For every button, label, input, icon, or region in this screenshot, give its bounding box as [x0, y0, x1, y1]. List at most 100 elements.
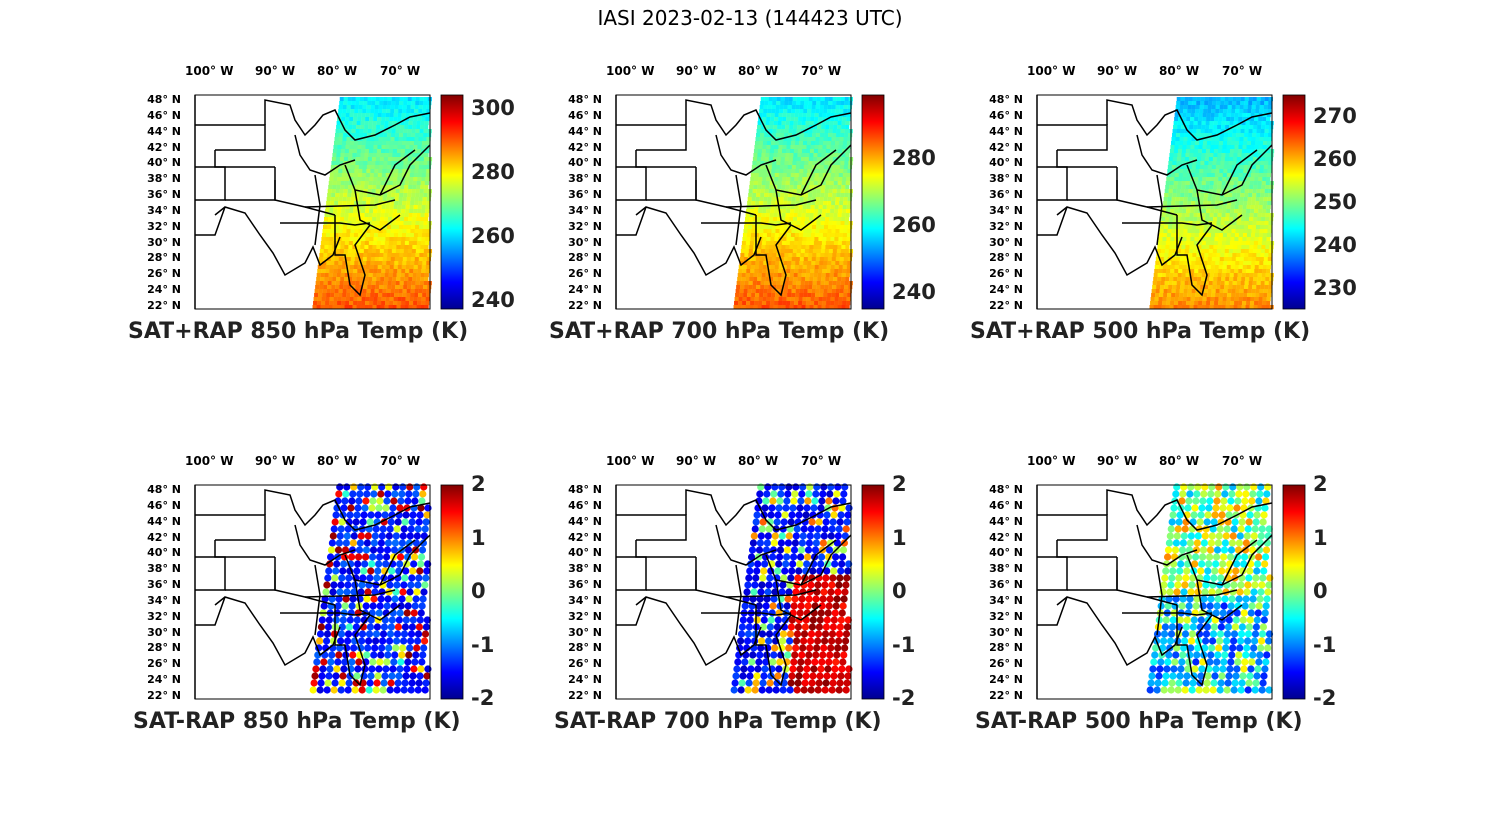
state-boundary — [725, 199, 817, 208]
lon-tick-label: 90° W — [1097, 454, 1138, 468]
map-frame — [194, 484, 431, 700]
state-boundary — [294, 134, 356, 176]
lat-tick-label: 42° N — [147, 140, 181, 154]
state-boundary — [1136, 524, 1198, 566]
satellite-swath — [1149, 97, 1275, 310]
state-boundary — [1067, 180, 1118, 201]
colorbar-tick-label: 0 — [471, 579, 486, 603]
lat-tick-label: 28° N — [989, 641, 1023, 655]
lat-tick-label: 28° N — [568, 641, 602, 655]
lat-tick-label: 30° N — [568, 625, 602, 639]
lon-tick-label: 80° W — [1159, 64, 1200, 78]
lat-tick-label: 48° N — [989, 483, 1023, 496]
lat-tick-label: 36° N — [989, 188, 1023, 202]
state-boundary — [1037, 166, 1068, 201]
lon-tick-label: 90° W — [676, 64, 717, 78]
lon-tick-label: 80° W — [738, 454, 779, 468]
lat-tick-label: 30° N — [989, 625, 1023, 639]
state-boundary — [616, 124, 687, 151]
state-boundary — [646, 570, 697, 591]
state-boundary — [280, 222, 371, 226]
colorbar-tick-label: 260 — [1313, 147, 1357, 171]
state-boundary — [225, 180, 276, 201]
lat-tick-label: 26° N — [147, 267, 181, 281]
colorbar-tick-label: 300 — [471, 96, 515, 120]
lon-tick-label: 90° W — [676, 454, 717, 468]
state-boundary — [725, 589, 817, 598]
colorbar-tick-label: 250 — [1313, 190, 1357, 214]
lon-tick-label: 90° W — [255, 454, 296, 468]
colorbar-tick-label: -2 — [892, 686, 916, 710]
lon-tick-label: 100° W — [1027, 64, 1076, 78]
lat-tick-label: 22° N — [147, 299, 181, 312]
state-boundary — [225, 570, 276, 591]
state-boundary — [379, 539, 416, 586]
lat-tick-label: 24° N — [147, 673, 181, 687]
state-boundary — [685, 489, 852, 531]
lat-tick-label: 22° N — [989, 299, 1023, 312]
panel-caption: SAT-RAP 500 hPa Temp (K) — [975, 709, 1303, 734]
state-boundary — [264, 99, 431, 141]
map-plot — [194, 483, 464, 700]
lat-tick-label: 30° N — [568, 235, 602, 249]
state-boundary — [294, 524, 356, 566]
state-boundary — [264, 489, 431, 531]
map-panel-3: 100° W 90° W 80° W 70° W 48° N 46° N 44° N 42° … — [970, 64, 1417, 365]
state-boundary — [1146, 199, 1238, 208]
state-boundary — [334, 605, 371, 687]
lon-tick-label: 70° W — [801, 64, 842, 78]
lat-tick-label: 26° N — [989, 657, 1023, 671]
lon-tick-label: 80° W — [738, 64, 779, 78]
colorbar-tick-label: 1 — [892, 525, 907, 550]
lat-tick-label: 22° N — [568, 689, 602, 702]
lon-tick-label: 70° W — [801, 454, 842, 468]
state-boundary — [1221, 539, 1258, 586]
state-boundary — [195, 596, 226, 626]
state-boundary — [214, 540, 275, 558]
lat-tick-label: 22° N — [147, 689, 181, 702]
state-boundary — [1056, 596, 1183, 667]
state-boundary — [1067, 570, 1118, 591]
state-boundary — [195, 166, 226, 201]
map-panel-5: 100° W 90° W 80° W 70° W 48° N 46° N 44° N 42° … — [554, 454, 996, 755]
colorbar-tick-label: -2 — [1313, 686, 1337, 710]
lat-tick-label: 34° N — [568, 593, 602, 607]
lat-tick-label: 38° N — [147, 562, 181, 576]
lat-tick-label: 22° N — [568, 299, 602, 312]
state-boundary — [800, 539, 837, 586]
lat-tick-label: 40° N — [989, 156, 1023, 170]
colorbar-tick-label: 270 — [1313, 104, 1357, 128]
state-boundary — [616, 596, 647, 626]
colorbar-tick-label: -1 — [1313, 632, 1337, 657]
lat-tick-label: 46° N — [568, 498, 602, 512]
lat-tick-label: 34° N — [989, 203, 1023, 217]
lat-tick-label: 38° N — [989, 562, 1023, 576]
lat-tick-label: 44° N — [568, 124, 602, 138]
state-boundary — [635, 540, 696, 558]
state-boundary — [214, 206, 341, 277]
colorbar-tick-label: -1 — [471, 632, 495, 657]
lat-tick-label: 46° N — [989, 108, 1023, 122]
map-panel-6: 100° W 90° W 80° W 70° W 48° N 46° N 44° N 42° … — [975, 454, 1417, 755]
panel-caption: SAT+RAP 500 hPa Temp (K) — [970, 319, 1311, 344]
lon-tick-label: 100° W — [606, 454, 655, 468]
lat-tick-label: 48° N — [147, 93, 181, 106]
state-boundary — [1037, 514, 1108, 541]
colorbar-tick-label: 240 — [892, 280, 936, 304]
lat-tick-label: 42° N — [989, 140, 1023, 154]
state-boundary — [616, 206, 647, 236]
lat-tick-label: 26° N — [568, 657, 602, 671]
lon-tick-label: 70° W — [1222, 454, 1263, 468]
satellite-swath — [730, 483, 853, 694]
colorbar-tick-label: 2 — [471, 472, 486, 496]
state-boundary — [735, 564, 742, 636]
state-boundary — [685, 99, 852, 141]
lat-tick-label: 40° N — [568, 156, 602, 170]
lon-tick-label: 80° W — [1159, 454, 1200, 468]
colorbar-tick-label: 280 — [892, 146, 936, 170]
state-boundary — [635, 150, 696, 168]
state-boundary — [1176, 215, 1213, 297]
map-panel-4: 100° W 90° W 80° W 70° W 48° N 46° N 44° N 42° … — [133, 454, 575, 755]
lat-tick-label: 34° N — [147, 203, 181, 217]
panel-caption: SAT-RAP 700 hPa Temp (K) — [554, 709, 882, 734]
